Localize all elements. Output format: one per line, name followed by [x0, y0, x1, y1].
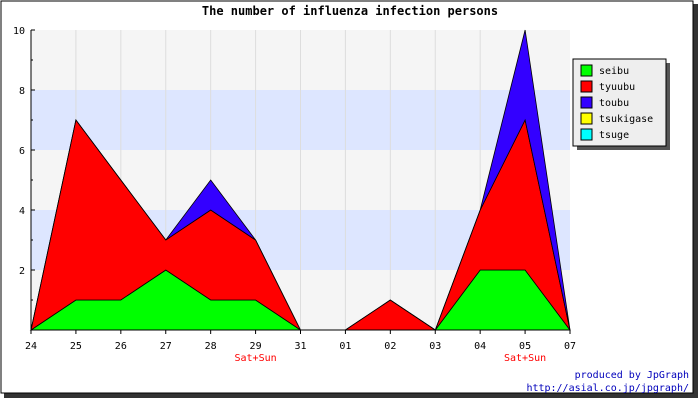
y-tick-label: 2: [19, 266, 25, 277]
x-tick-label: 04: [474, 341, 486, 352]
x-tick-label: 01: [339, 341, 351, 352]
legend-swatch-tsuge: [580, 128, 593, 141]
legend-label-seibu: seibu: [599, 66, 629, 77]
legend-label-toubu: toubu: [599, 98, 629, 109]
x-tick-label: 27: [160, 341, 172, 352]
y-tick-label: 6: [19, 146, 25, 157]
y-tick-label: 10: [13, 26, 25, 37]
x-tick-label: 07: [564, 341, 576, 352]
legend-label-tsuge: tsuge: [599, 130, 629, 141]
y-tick-labels: 2 4 6 8 10: [13, 26, 35, 301]
x-tick-label: 25: [70, 341, 82, 352]
weekend-labels: Sat+Sun Sat+Sun: [235, 353, 547, 364]
weekend-label: Sat+Sun: [235, 353, 277, 364]
x-tick-label: 24: [25, 341, 37, 352]
x-tick-label: 05: [519, 341, 531, 352]
legend-label-tyuubu: tyuubu: [599, 82, 635, 93]
legend-swatch-toubu: [580, 96, 593, 109]
weekend-label: Sat+Sun: [504, 353, 546, 364]
x-tick-label: 02: [384, 341, 396, 352]
legend-swatch-tsukigase: [580, 112, 593, 125]
credit-line-2: http://asial.co.jp/jpgraph/: [526, 383, 689, 394]
legend-swatch-tyuubu: [580, 80, 593, 93]
credit-line-1: produced by JpGraph: [575, 370, 689, 381]
y-tick-label: 8: [19, 86, 25, 97]
legend-label-tsukigase: tsukigase: [599, 114, 653, 125]
x-tick-label: 31: [294, 341, 306, 352]
y-tick-label: 4: [19, 206, 25, 217]
x-tick-label: 26: [115, 341, 127, 352]
legend-swatch-seibu: [580, 64, 593, 77]
chart-title: The number of influenza infection person…: [202, 4, 498, 18]
x-tick-label: 03: [429, 341, 441, 352]
legend: seibu tyuubu toubu tsukigase tsuge: [572, 58, 670, 150]
x-tick-label: 29: [250, 341, 262, 352]
x-tick-label: 28: [205, 341, 217, 352]
x-tick-labels: 24 25 26 27 28 29 31 01 02 03 04 05 07: [25, 330, 576, 352]
